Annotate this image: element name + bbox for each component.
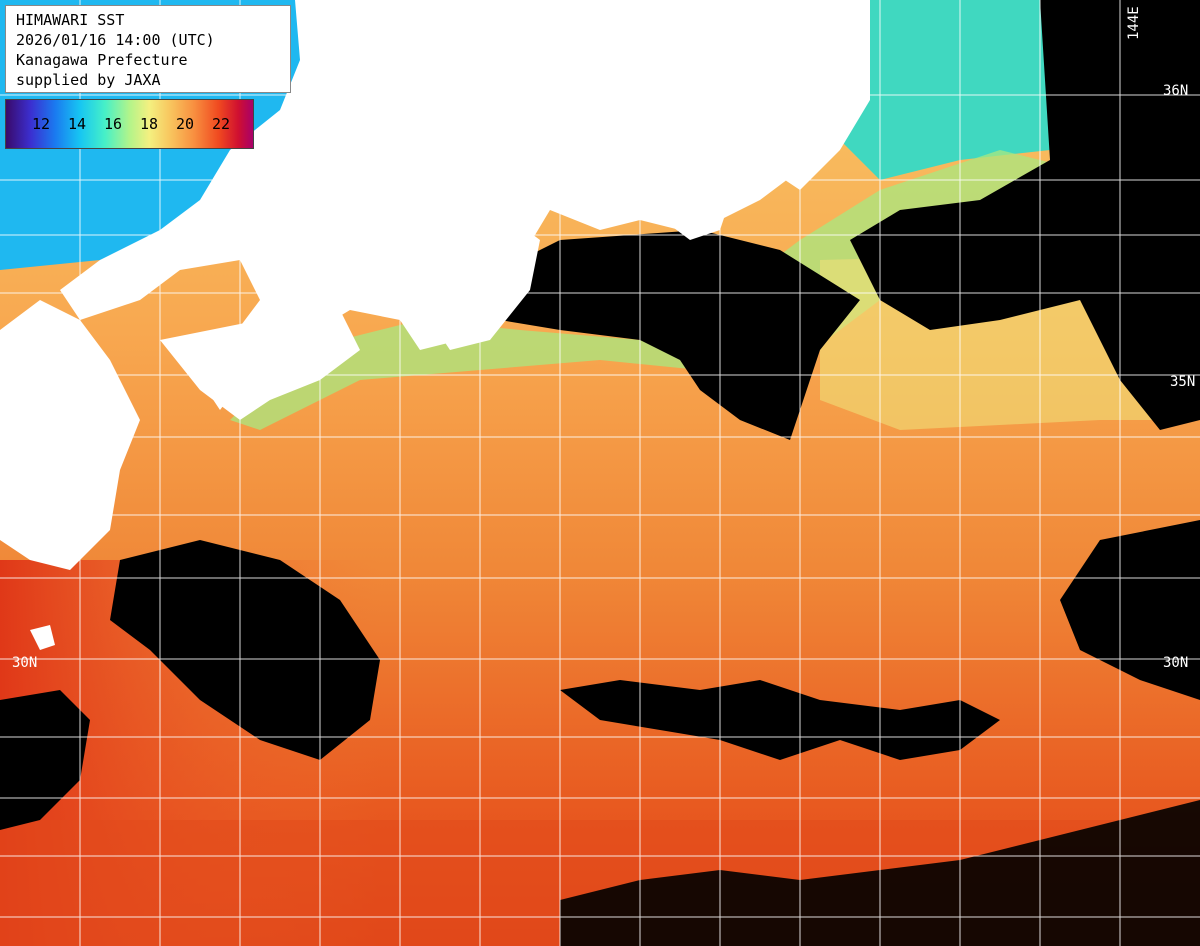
legend-label-18: 18 — [140, 115, 159, 133]
legend-label-22: 22 — [212, 115, 231, 133]
lat-label-35n-west: 35N — [12, 374, 37, 390]
product-title: HIMAWARI SST — [16, 11, 125, 29]
lat-label-35n-east: 35N — [1170, 374, 1195, 390]
cloud-north-east — [850, 0, 1200, 430]
lon-label-144e: 144E — [1126, 6, 1142, 40]
land-shikoku — [160, 310, 360, 420]
legend-label-14: 14 — [68, 115, 87, 133]
cool-water-kanto — [840, 0, 1050, 180]
info-box: HIMAWARI SST 2026/01/16 14:00 (UTC) Kana… — [5, 5, 291, 93]
cloud-sw — [0, 690, 90, 830]
land-honshu — [60, 0, 870, 410]
land-izu — [660, 180, 730, 240]
land-kyushu — [0, 300, 140, 570]
cloud-mid-band — [560, 680, 1000, 760]
credit-line: supplied by JAXA — [16, 71, 161, 89]
provider-line: Kanagawa Prefecture — [16, 51, 188, 69]
lat-label-30n-west: 30N — [12, 655, 37, 671]
timestamp: 2026/01/16 14:00 (UTC) — [16, 31, 215, 49]
lat-label-30n-east: 30N — [1163, 655, 1188, 671]
legend-label-20: 20 — [176, 115, 195, 133]
cloud-east — [1060, 520, 1200, 700]
color-legend: 12 14 16 18 20 22 — [5, 99, 254, 149]
legend-label-12: 12 — [32, 115, 51, 133]
legend-label-16: 16 — [104, 115, 123, 133]
land-tanegashima — [30, 625, 55, 650]
cloud-west — [110, 540, 380, 760]
lat-label-36n: 36N — [1163, 83, 1188, 99]
cloud-central-north — [480, 230, 860, 440]
lon-label-136e: 136E — [485, 6, 501, 40]
